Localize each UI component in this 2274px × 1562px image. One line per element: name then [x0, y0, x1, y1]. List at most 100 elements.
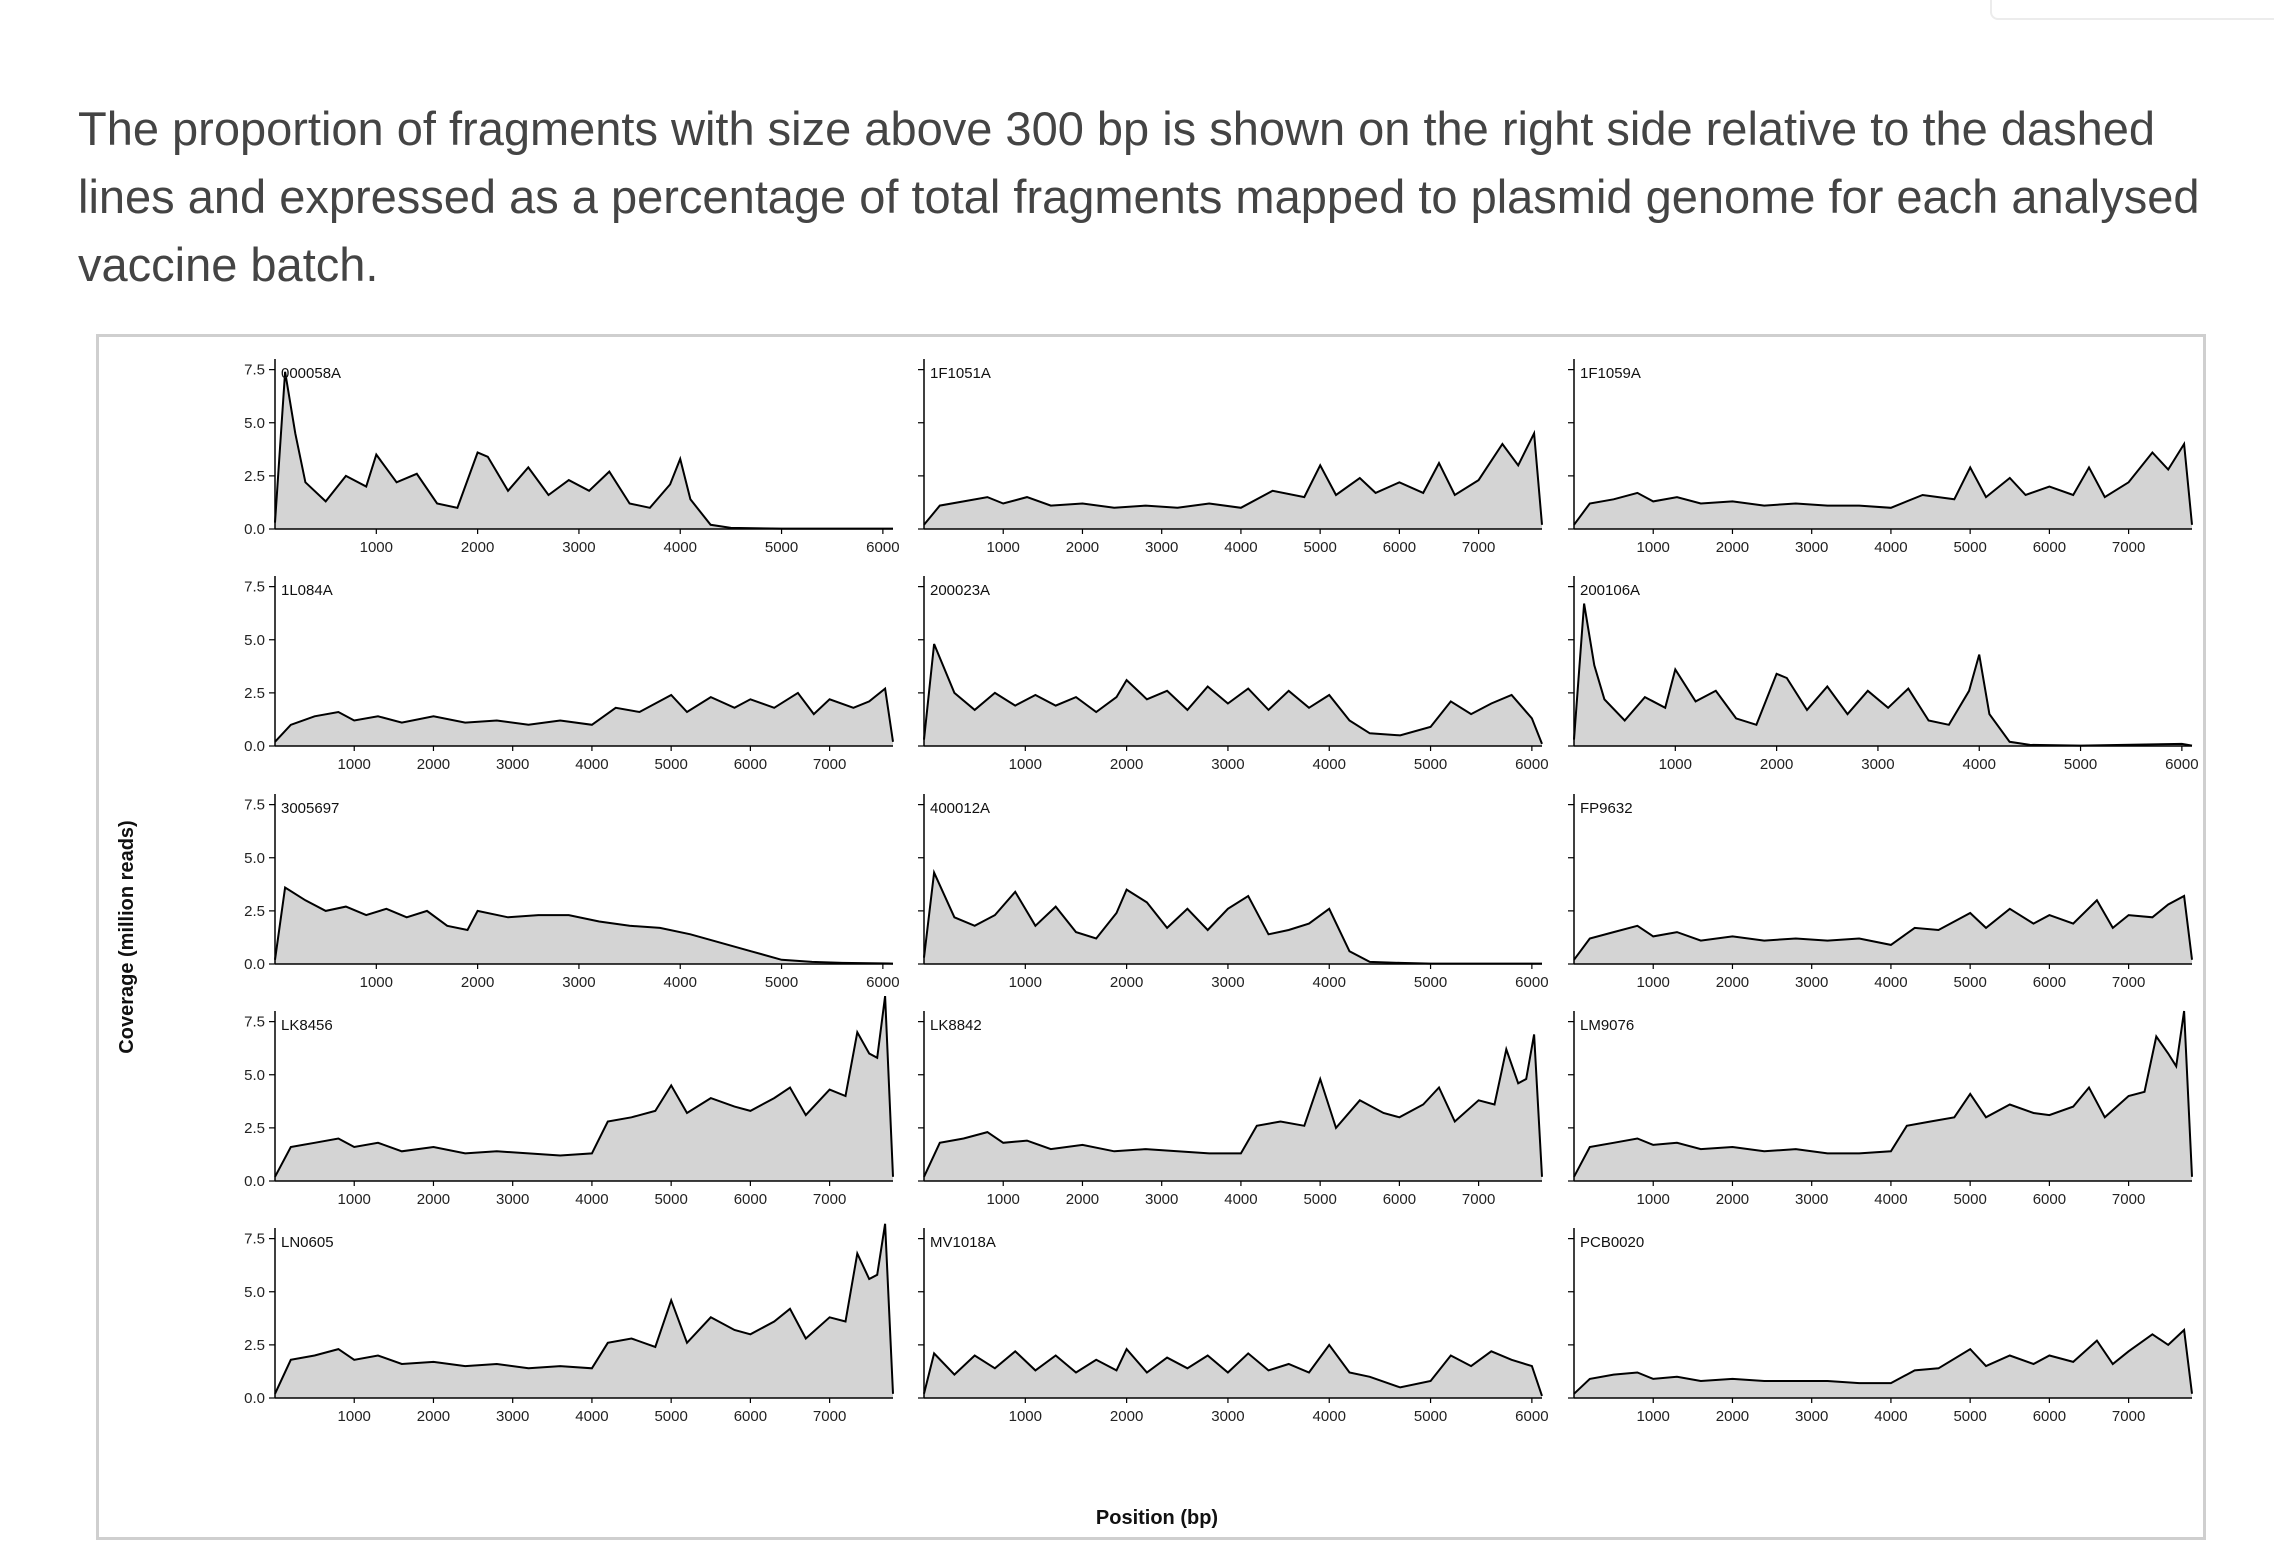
x-tick-label: 7000 — [1462, 1191, 1495, 1208]
x-tick-label: 5000 — [1303, 539, 1336, 556]
x-tick-label: 4000 — [575, 756, 608, 773]
x-tick-label: 6000 — [1515, 974, 1548, 991]
panel-label: 1F1051A — [930, 365, 991, 382]
x-tick-label: 5000 — [1953, 539, 1986, 556]
x-tick-label: 3000 — [1795, 1408, 1828, 1425]
x-tick-label: 7000 — [813, 1408, 846, 1425]
x-tick-label: 6000 — [866, 974, 899, 991]
coverage-area — [924, 872, 1542, 964]
x-tick-label: 1000 — [987, 539, 1020, 556]
panel-label: 3005697 — [281, 800, 339, 817]
x-tick-label: 5000 — [1953, 1191, 1986, 1208]
y-tick-label: 7.5 — [244, 579, 265, 596]
x-tick-label: 4000 — [575, 1408, 608, 1425]
coverage-line — [274, 1223, 894, 1395]
x-tick-label: 3000 — [1211, 974, 1244, 991]
x-tick-label: 4000 — [1313, 756, 1346, 773]
y-tick-label: 0.0 — [244, 1173, 265, 1190]
panel-label: 400012A — [930, 800, 990, 817]
coverage-area — [275, 1223, 893, 1398]
y-tick-label: 2.5 — [244, 903, 265, 920]
x-tick-label: 4000 — [1963, 756, 1996, 773]
x-tick-label: 5000 — [1414, 1408, 1447, 1425]
x-tick-label: 2000 — [461, 539, 494, 556]
y-tick-label: 5.0 — [244, 1067, 265, 1084]
panel-label: 000058A — [281, 365, 341, 382]
panel-label: LN0605 — [281, 1234, 334, 1251]
x-tick-label: 1000 — [338, 756, 371, 773]
x-tick-label: 7000 — [1462, 539, 1495, 556]
coverage-area — [275, 996, 893, 1181]
coverage-area — [1574, 896, 2192, 964]
y-tick-label: 0.0 — [244, 1390, 265, 1407]
x-tick-label: 4000 — [1874, 539, 1907, 556]
coverage-figure: Coverage (million reads) Position (bp) 0… — [96, 334, 2206, 1540]
coverage-area — [1574, 603, 2192, 746]
x-tick-label: 7000 — [2112, 1408, 2145, 1425]
x-tick-label: 3000 — [1795, 974, 1828, 991]
coverage-area — [924, 1344, 1542, 1398]
coverage-area — [275, 371, 893, 529]
panel-label: MV1018A — [930, 1234, 996, 1251]
coverage-line — [1573, 603, 2193, 747]
y-axis-label: Coverage (million reads) — [116, 820, 138, 1053]
x-tick-label: 6000 — [2165, 756, 2198, 773]
x-tick-label: 6000 — [2033, 1408, 2066, 1425]
coverage-area — [1574, 1011, 2192, 1181]
coverage-area — [1574, 1330, 2192, 1398]
x-tick-label: 3000 — [1211, 756, 1244, 773]
y-tick-label: 0.0 — [244, 956, 265, 973]
x-tick-label: 2000 — [1066, 539, 1099, 556]
y-tick-label: 2.5 — [244, 1337, 265, 1354]
x-tick-label: 4000 — [1874, 974, 1907, 991]
x-tick-label: 5000 — [1414, 756, 1447, 773]
x-tick-label: 5000 — [654, 1191, 687, 1208]
x-tick-label: 5000 — [1303, 1191, 1336, 1208]
x-tick-label: 1000 — [338, 1408, 371, 1425]
x-tick-label: 1000 — [1009, 756, 1042, 773]
x-tick-label: 6000 — [1383, 1191, 1416, 1208]
x-tick-label: 3000 — [1145, 539, 1178, 556]
x-tick-label: 4000 — [664, 974, 697, 991]
x-tick-label: 3000 — [496, 756, 529, 773]
x-tick-label: 4000 — [664, 539, 697, 556]
x-tick-label: 6000 — [734, 756, 767, 773]
x-tick-label: 5000 — [765, 539, 798, 556]
coverage-line — [274, 686, 894, 743]
y-tick-label: 5.0 — [244, 415, 265, 432]
y-tick-label: 5.0 — [244, 850, 265, 867]
y-tick-label: 2.5 — [244, 1120, 265, 1137]
y-tick-label: 0.0 — [244, 521, 265, 538]
coverage-line — [1573, 894, 2193, 961]
coverage-line — [274, 995, 894, 1178]
x-tick-label: 4000 — [1224, 539, 1257, 556]
x-tick-label: 2000 — [1716, 1408, 1749, 1425]
panel-label: 200106A — [1580, 582, 1640, 599]
x-tick-label: 5000 — [1414, 974, 1447, 991]
x-tick-label: 6000 — [1515, 1408, 1548, 1425]
coverage-line — [923, 868, 1542, 965]
coverage-area — [924, 433, 1542, 529]
x-tick-label: 4000 — [1224, 1191, 1257, 1208]
x-tick-label: 6000 — [734, 1408, 767, 1425]
coverage-line — [923, 643, 1543, 745]
x-tick-label: 7000 — [2112, 539, 2145, 556]
x-tick-label: 5000 — [1953, 974, 1986, 991]
x-tick-label: 2000 — [1066, 1191, 1099, 1208]
coverage-line — [1573, 440, 2193, 526]
x-tick-label: 1000 — [360, 539, 393, 556]
coverage-line — [923, 1343, 1543, 1397]
x-tick-label: 3000 — [1861, 756, 1894, 773]
coverage-area — [275, 887, 893, 964]
panel-label: LK8842 — [930, 1017, 982, 1034]
x-tick-label: 6000 — [866, 539, 899, 556]
x-tick-label: 3000 — [1145, 1191, 1178, 1208]
y-tick-label: 2.5 — [244, 685, 265, 702]
y-tick-label: 7.5 — [244, 1014, 265, 1031]
x-tick-label: 2000 — [417, 1191, 450, 1208]
x-tick-label: 7000 — [813, 1191, 846, 1208]
x-tick-label: 1000 — [360, 974, 393, 991]
coverage-small-multiples-chart: Coverage (million reads) Position (bp) 0… — [116, 359, 2199, 1529]
x-axis-label: Position (bp) — [1096, 1507, 1218, 1529]
x-tick-label: 2000 — [1110, 974, 1143, 991]
